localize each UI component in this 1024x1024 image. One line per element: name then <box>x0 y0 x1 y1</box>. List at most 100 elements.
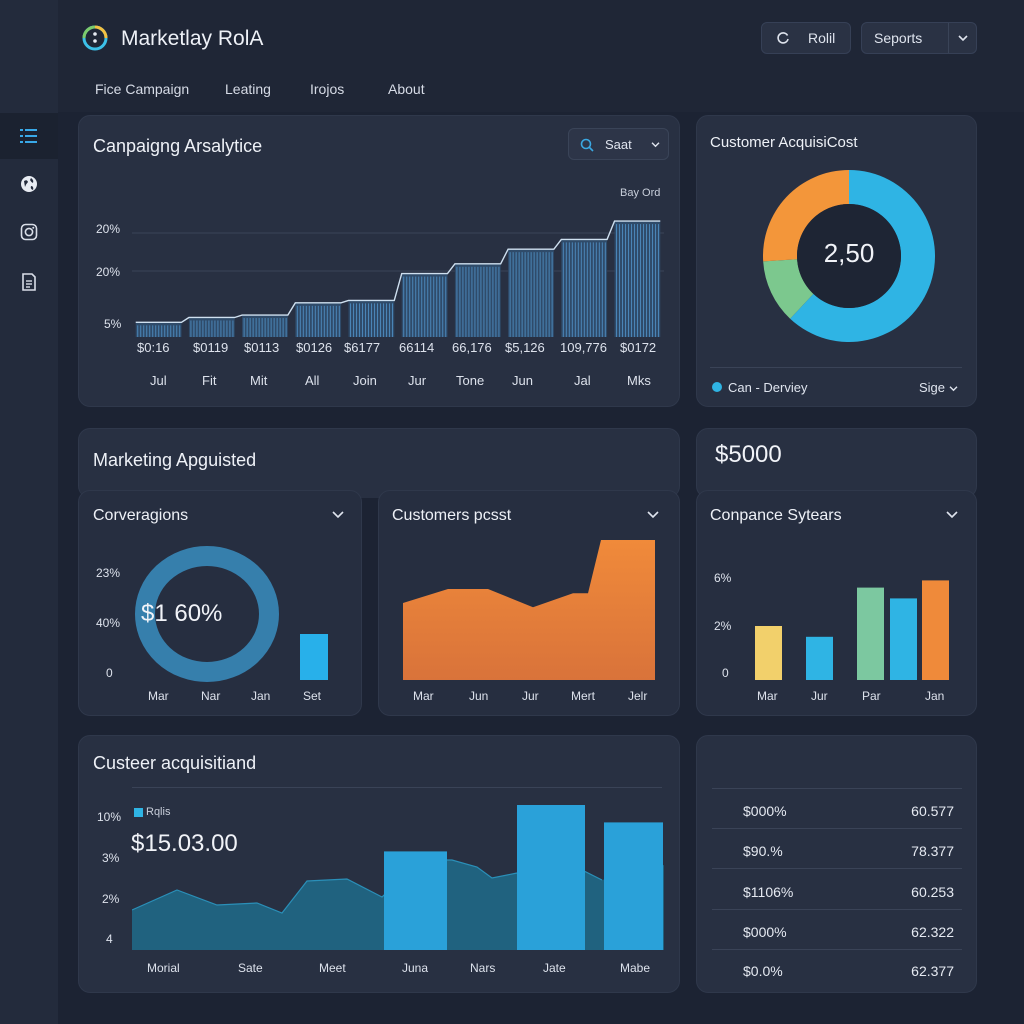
divider <box>132 787 662 788</box>
nav-item-about[interactable]: About <box>388 81 425 97</box>
campaign-month-label: Jul <box>150 373 167 388</box>
table-cell: $0.0% <box>743 963 783 979</box>
compliance-chart <box>755 580 949 680</box>
reports-dropdown[interactable]: Seports <box>861 22 977 54</box>
compliance-y-tick: 0 <box>722 666 729 680</box>
acq-cost-size-dropdown[interactable]: Sige <box>919 380 958 395</box>
chevron-down-icon[interactable] <box>646 507 660 521</box>
acquisition-month: Sate <box>238 961 263 975</box>
top-bar <box>58 0 1024 112</box>
big-value: $5000 <box>715 441 782 468</box>
acquisition-y-tick: 2% <box>102 892 120 906</box>
marketing-section <box>78 428 680 498</box>
globe-icon <box>21 176 37 192</box>
divider <box>710 367 962 368</box>
campaign-bar <box>188 317 235 337</box>
customers-post-month: Jur <box>522 689 539 703</box>
customers-post-month: Jelr <box>628 689 648 703</box>
compliance-bar <box>922 580 949 680</box>
table-row: $000% 62.322 <box>712 912 962 950</box>
campaign-value-label: $0126 <box>296 340 333 355</box>
sidebar-item-camera[interactable] <box>0 209 58 255</box>
campaign-month-label: Join <box>353 373 377 388</box>
conversations-month: Nar <box>201 689 221 703</box>
conversations-month: Jan <box>251 689 271 703</box>
sidebar-item-globe[interactable] <box>0 161 58 207</box>
camera-icon <box>20 223 38 241</box>
campaign-line <box>135 220 661 324</box>
campaign-value-label: $5,126 <box>505 340 545 355</box>
campaign-bar <box>454 263 501 337</box>
campaign-bar <box>242 315 288 337</box>
nav-item-leating[interactable]: Leating <box>225 81 271 97</box>
customers-post-month: Jun <box>469 689 489 703</box>
table-cell: $000% <box>743 803 787 819</box>
customers-post-month: Mert <box>571 689 595 703</box>
conversations-month: Mar <box>148 689 169 703</box>
campaign-month-label: Mit <box>250 373 268 388</box>
campaign-search-dropdown[interactable]: Saat <box>568 128 669 160</box>
campaign-month-label: All <box>305 373 320 388</box>
sidebar-item-document[interactable] <box>0 259 58 305</box>
campaign-y-tick: 20% <box>96 265 121 279</box>
acquisition-chart <box>132 805 664 950</box>
compliance-bar <box>755 626 782 680</box>
legend-dot-icon <box>712 382 722 392</box>
chevron-down-icon[interactable] <box>331 507 345 521</box>
campaign-month-label: Mks <box>627 373 651 388</box>
campaign-bar <box>135 322 182 337</box>
campaign-value-label: $0:16 <box>137 340 170 355</box>
table-cell: $000% <box>743 924 787 940</box>
acquisition-month: Jate <box>543 961 566 975</box>
legend-square-icon <box>134 808 143 817</box>
donut-slice <box>763 259 814 319</box>
reports-dropdown-label: Seports <box>874 30 923 46</box>
table-cell: 78.377 <box>911 843 954 859</box>
conversations-title: Corveragions <box>93 507 189 524</box>
table-cell: $90.% <box>743 843 783 859</box>
compliance-month: Jan <box>925 689 945 703</box>
compliance-month: Par <box>862 689 881 703</box>
chevron-down-icon <box>651 142 660 148</box>
divider <box>712 788 962 789</box>
campaign-y-tick: 20% <box>96 222 121 236</box>
acquisition-month: Morial <box>147 961 180 975</box>
customers-post-chart <box>403 540 655 680</box>
table-cell: 62.322 <box>911 924 954 940</box>
table-cell: $1106% <box>743 884 794 900</box>
acq-cost-center-value: 2,50 <box>823 238 875 268</box>
conversations-ring-label: $1 60% <box>141 600 223 627</box>
acq-cost-size-label: Sige <box>919 380 946 395</box>
acquisition-title: Custeer acquisitiand <box>93 753 257 773</box>
big-value-card <box>696 428 977 498</box>
conversations-y-tick: 40% <box>96 616 121 630</box>
campaign-value-label: $0119 <box>193 340 229 355</box>
campaign-value-label: $6177 <box>344 340 381 355</box>
campaign-month-label: Jun <box>512 373 533 388</box>
metrics-table-card <box>696 735 977 993</box>
acquisition-big-value: $15.03.00 <box>131 830 238 857</box>
campaign-legend: Bay Ord <box>620 187 661 199</box>
compliance-y-tick: 6% <box>714 571 732 585</box>
campaign-value-label: 66114 <box>399 340 435 355</box>
roll-button[interactable]: Rolil <box>761 22 851 54</box>
acq-cost-donut <box>763 170 935 342</box>
conversations-y-tick: 0 <box>106 666 113 680</box>
nav-item-campaign[interactable]: Fice Campaign <box>95 81 190 97</box>
acquisition-legend: Rqlis <box>146 806 171 818</box>
acquisition-bar <box>604 822 663 950</box>
acquisition-month: Mabe <box>620 961 651 975</box>
acquisition-month: Juna <box>402 961 429 975</box>
campaign-month-label: Jur <box>408 373 427 388</box>
campaign-value-label: $0172 <box>620 340 657 355</box>
acq-cost-title: Customer AcquisiCost <box>710 134 858 151</box>
compliance-bar <box>890 598 917 680</box>
nav-item-irojos[interactable]: Irojos <box>310 81 345 97</box>
acquisition-y-tick: 3% <box>102 851 120 865</box>
conversations-y-tick: 23% <box>96 566 121 580</box>
sidebar-item-list[interactable] <box>0 113 58 159</box>
table-row: $000% 60.577 <box>712 791 962 829</box>
chevron-down-icon[interactable] <box>945 507 959 521</box>
list-icon <box>20 129 37 143</box>
customers-post-month: Mar <box>413 689 434 703</box>
